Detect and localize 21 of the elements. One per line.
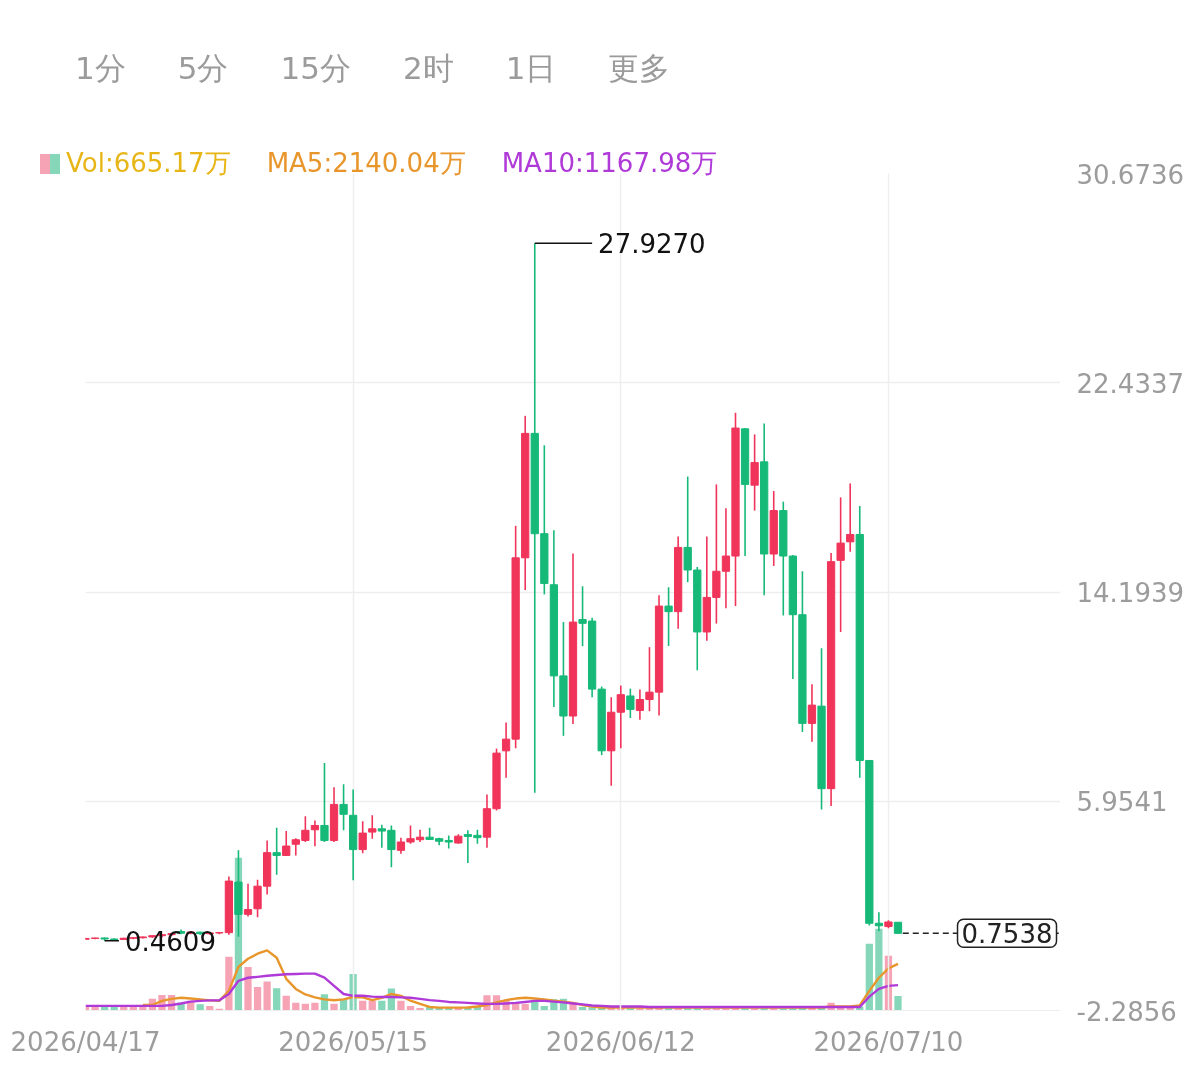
x-tick-label: 2026/04/17 [10, 1026, 161, 1057]
text: 1分 [75, 48, 126, 88]
text: 5分 [177, 48, 229, 88]
legend-label: Vol:665.17万 [66, 147, 231, 181]
text: MA10:1167.98万 [501, 147, 718, 181]
x-tick-label: 2026/05/15 [278, 1026, 429, 1057]
text: 1日 [505, 48, 557, 88]
text: MA5:2140.04万 [266, 147, 466, 181]
y-tick-label: 5.9541 [1076, 787, 1168, 818]
x-tick-label: 2026/06/12 [545, 1026, 696, 1057]
y-tick-label: -2.2856 [1076, 996, 1177, 1027]
text: 15分 [280, 48, 351, 88]
x-tick-label: 2026/07/10 [813, 1026, 964, 1057]
y-tick-label: 22.4337 [1076, 368, 1185, 399]
y-tick-label: 14.1939 [1076, 578, 1185, 608]
ref-line-label: 0.7538 [961, 919, 1053, 950]
annotation: 27.9270 [598, 229, 706, 260]
y-tick-label: 30.6736 [1076, 159, 1185, 190]
annotation: 0.4609 [124, 926, 216, 957]
text: 2时 [402, 48, 454, 88]
text: 更多 [608, 48, 671, 88]
